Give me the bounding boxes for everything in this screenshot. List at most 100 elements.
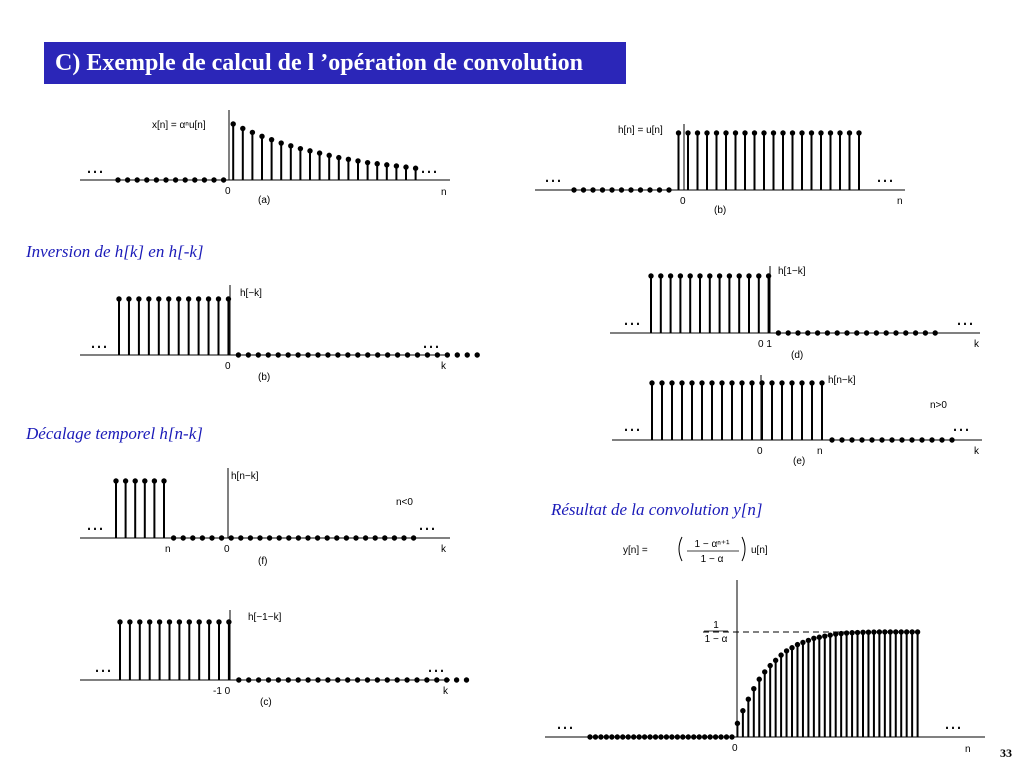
panel-h-1-minus-k: h[1−k] 0 1 k (d) … …	[610, 266, 980, 361]
stem-dot	[751, 130, 758, 136]
stem-dot	[285, 677, 291, 683]
stem-dot	[809, 380, 815, 386]
stem-dot	[808, 130, 815, 136]
stem-dot	[685, 734, 691, 740]
expr-label: x[n] = αⁿu[n]	[152, 120, 206, 131]
stem-dot	[235, 352, 242, 358]
stem-dot	[180, 535, 186, 541]
y-expr-lhs: y[n] =	[623, 545, 648, 556]
stem-dot	[286, 535, 292, 541]
stem-dot	[307, 148, 313, 154]
stem-dot	[889, 437, 895, 443]
stem-dot	[336, 154, 342, 161]
ellipsis-left: …	[556, 713, 574, 734]
stem-dot	[249, 129, 256, 136]
zero-tick: 0	[224, 544, 230, 555]
stem-dot	[444, 677, 450, 683]
stem-dot	[228, 535, 234, 541]
stem-dot	[354, 677, 361, 683]
zero-tick: 0	[732, 743, 738, 754]
caption-resultat: Résultat de la convolution y[n]	[551, 500, 763, 519]
stem-dot	[849, 630, 855, 636]
stem-dot	[648, 273, 654, 279]
stem-dot	[666, 187, 672, 193]
stem-dot	[854, 330, 860, 336]
stem-dot	[658, 273, 664, 279]
ellipsis-right: …	[422, 332, 440, 353]
stem-dot	[726, 273, 733, 279]
stem-dot	[647, 734, 653, 740]
slide-title: C) Exemple de calcul de l ’opération de …	[44, 42, 626, 84]
axis-var: k	[974, 339, 980, 350]
stem-dot	[205, 296, 212, 302]
stem-dot	[749, 380, 755, 386]
stem-dot	[863, 330, 870, 336]
stem-dot	[778, 652, 784, 658]
y-expr-rhs: u[n]	[751, 545, 768, 556]
stem-dot	[679, 380, 685, 386]
stem-dot	[463, 677, 470, 683]
axis-var: n	[897, 196, 903, 207]
stem-dot	[206, 619, 212, 625]
stem-dot	[707, 734, 713, 740]
stem-dot	[759, 380, 765, 386]
subfig-label: (b)	[258, 372, 270, 383]
stem-dot	[829, 437, 835, 443]
stem-dot	[770, 130, 777, 136]
stem-dot	[628, 187, 634, 193]
stem-dot	[315, 677, 321, 683]
y-frac-num: 1 − αⁿ⁺¹	[695, 539, 731, 550]
axis-var: k	[974, 446, 980, 457]
stem-dot	[814, 330, 821, 336]
stem-dot	[265, 677, 272, 683]
stem-dot	[117, 619, 123, 625]
stem-dot	[464, 352, 470, 358]
stem-dot	[384, 352, 391, 358]
stem-dot	[822, 633, 828, 639]
stem-dot	[799, 380, 805, 386]
stem-dot	[240, 125, 246, 132]
stem-dot	[799, 130, 805, 136]
stem-dot	[454, 352, 460, 358]
stem-dot	[949, 437, 955, 443]
stem-dot	[598, 734, 604, 740]
stem-dot	[424, 677, 430, 683]
stem-dot	[765, 273, 772, 279]
stem-dot	[636, 734, 642, 740]
stem-dot	[132, 478, 138, 484]
stem-dot	[909, 629, 915, 635]
stem-dot	[789, 645, 795, 651]
panel-h-n: h[n] = u[n] 0 n (b) … …	[535, 124, 905, 216]
stem-dot	[652, 734, 659, 740]
stem-dot	[216, 619, 222, 625]
stem-dot	[268, 136, 275, 143]
stem-dot	[805, 330, 811, 336]
stem-dot	[761, 130, 767, 136]
stem-dot	[170, 535, 177, 541]
stem-dot	[230, 121, 236, 127]
stem-dot	[922, 330, 929, 336]
stem-dot	[677, 273, 684, 279]
stem-dot	[742, 130, 748, 136]
stem-dot	[136, 296, 142, 302]
stem-dot	[192, 177, 198, 183]
stem-dot	[675, 130, 682, 136]
stem-dot	[161, 478, 167, 484]
stem-dot	[190, 535, 196, 541]
stem-dot	[365, 352, 371, 358]
stem-dot	[156, 619, 163, 625]
stem-dot	[324, 535, 330, 541]
stem-dot	[762, 669, 768, 675]
ellipsis-right: …	[956, 309, 974, 330]
zero-tick: 0	[757, 446, 763, 457]
stem-dot	[393, 163, 400, 169]
ellipsis-left: …	[623, 415, 641, 436]
paren-right	[741, 536, 746, 562]
stem-dot	[620, 734, 626, 740]
ellipsis-left: …	[86, 514, 104, 535]
stem-dot	[871, 629, 877, 635]
stem-dot	[674, 734, 681, 740]
stem-dot	[403, 164, 409, 170]
stem-dot	[147, 619, 153, 625]
stem-dot	[146, 296, 152, 302]
